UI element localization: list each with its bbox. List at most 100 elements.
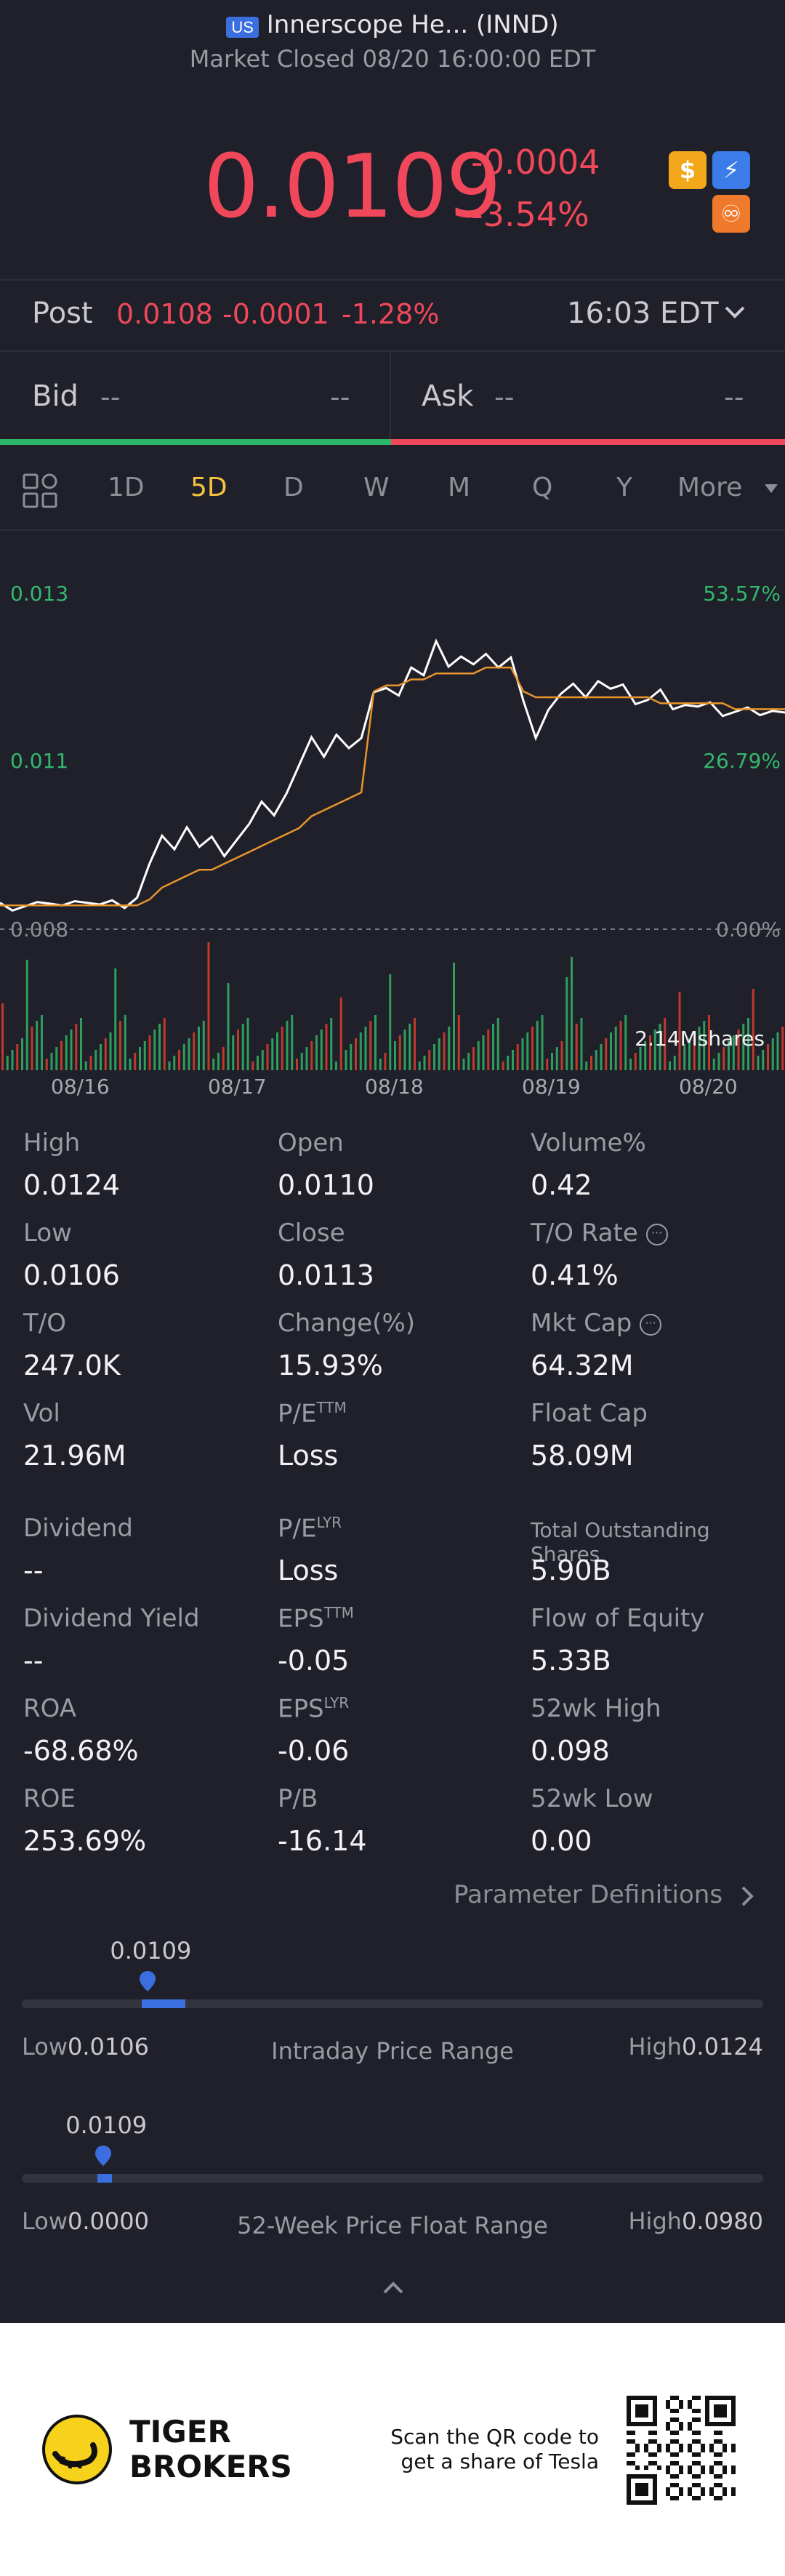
volume-bar [202, 1021, 205, 1070]
volume-bar [688, 1038, 691, 1070]
volume-bar [423, 1056, 426, 1070]
stat-label: Total Outstanding Shares [531, 1518, 710, 1566]
volume-bar [50, 1053, 53, 1070]
tab-w[interactable]: W [363, 473, 390, 502]
x-tick: 08/17 [208, 1075, 267, 1099]
lightning-icon[interactable]: ⚡ [712, 151, 750, 189]
volume-bar [600, 1044, 603, 1070]
volume-bar [36, 1021, 39, 1070]
stat-label: P/ETTM [278, 1399, 347, 1428]
volume-bar [673, 1056, 676, 1070]
volume-bar [359, 1032, 362, 1070]
volume-bar [521, 1038, 524, 1070]
stat-label: T/O Rate ··· [531, 1219, 668, 1248]
volume-bar [315, 1035, 318, 1070]
volume-bar [286, 1021, 289, 1070]
price-chart[interactable]: 0.013 0.011 0.008 53.57% 26.79% 0.00% 2.… [0, 531, 785, 1076]
dollar-icon[interactable]: $ [669, 151, 706, 189]
tab-5d[interactable]: 5D [190, 473, 228, 502]
volume-bar [487, 1030, 490, 1070]
stat-value: 0.42 [531, 1169, 592, 1201]
stock-title[interactable]: US Innerscope He... (INND) [0, 10, 785, 39]
info-icon[interactable]: ··· [645, 1223, 668, 1245]
intraday-high: High0.0124 [628, 2033, 763, 2061]
tab-m[interactable]: M [448, 473, 471, 502]
chevron-up-icon[interactable] [382, 2280, 404, 2295]
stat-label-text: EPS [278, 1694, 324, 1724]
volume-bar [516, 1044, 519, 1070]
volume-bar [241, 1024, 244, 1070]
grid-icon[interactable] [22, 473, 58, 509]
volume-bar [629, 1059, 632, 1070]
tab-q[interactable]: Q [532, 473, 553, 502]
stat-label: ROA [23, 1694, 77, 1723]
volume-bar [355, 1038, 357, 1070]
options-icon[interactable]: ♾ [712, 195, 750, 233]
parameter-definitions-link[interactable]: Parameter Definitions [454, 1880, 754, 1909]
tab-d[interactable]: D [283, 473, 304, 502]
last-price: 0.0109 [204, 137, 502, 238]
quote-header: US Innerscope He... (INND) Market Closed… [0, 0, 785, 280]
volume-bar [310, 1041, 313, 1070]
volume-bar [257, 1056, 259, 1070]
volume-bar [771, 1038, 774, 1070]
stat-label: Mkt Cap ··· [531, 1309, 662, 1338]
parameter-definitions-label: Parameter Definitions [454, 1880, 723, 1909]
stat-value: -0.05 [278, 1645, 350, 1677]
volume-bar [659, 1024, 661, 1070]
volume-bar [31, 1027, 33, 1070]
stat-label-sup: LYR [323, 1694, 350, 1712]
volume-bar [158, 1024, 161, 1070]
stat-value: 0.00 [531, 1825, 592, 1857]
volume-bar [571, 957, 573, 1070]
post-price: 0.0108 [116, 298, 213, 330]
tab-y[interactable]: Y [616, 473, 632, 502]
divider [0, 350, 785, 352]
tab-1d[interactable]: 1D [108, 473, 145, 502]
volume-bar [143, 1041, 146, 1070]
price-line [0, 638, 785, 912]
volume-bar [496, 1018, 499, 1070]
stat-value: -- [23, 1645, 44, 1677]
volume-bar [575, 1024, 578, 1070]
ask-label: Ask [422, 380, 474, 413]
stat-value: 58.09M [531, 1440, 634, 1472]
divider [390, 352, 391, 442]
y-left-tick: 0.008 [10, 918, 69, 942]
stat-label: Dividend Yield [23, 1604, 200, 1633]
stat-label: Float Cap [531, 1399, 648, 1428]
volume-label: 2.14Mshares [635, 1027, 765, 1051]
volume-bar [541, 1015, 544, 1070]
stat-value: 5.90B [531, 1554, 611, 1586]
chevron-down-icon[interactable] [724, 305, 746, 320]
volume-bar [237, 1030, 239, 1070]
stat-value: -16.14 [278, 1825, 367, 1857]
stat-value: Loss [278, 1440, 339, 1472]
volume-bar [394, 1041, 396, 1070]
volume-bar [732, 1035, 735, 1070]
brand-name: TIGER BROKERS [129, 2415, 292, 2484]
volume-bar [369, 1021, 372, 1070]
stat-value: 0.0124 [23, 1169, 120, 1201]
chevron-right-icon [741, 1886, 754, 1906]
info-icon[interactable]: ··· [640, 1313, 662, 1336]
volume-bar [472, 1047, 475, 1070]
volume-bar [6, 1056, 9, 1070]
week52-current-value: 0.0109 [65, 2111, 148, 2139]
volume-bar [389, 974, 392, 1070]
volume-bar [438, 1038, 440, 1070]
volume-bar [678, 992, 681, 1070]
location-pin-icon [95, 2146, 112, 2166]
volume-bars [1, 942, 784, 1070]
stat-value: -- [23, 1554, 44, 1586]
volume-bar [134, 1053, 137, 1070]
tab-more[interactable]: More [677, 473, 743, 502]
bid-bar [0, 439, 391, 445]
volume-bar [227, 983, 230, 1070]
stat-value: -68.68% [23, 1735, 139, 1767]
volume-bar [163, 1018, 166, 1070]
volume-bar [129, 1059, 132, 1070]
volume-bar [526, 1032, 529, 1070]
caret-down-icon[interactable] [763, 483, 779, 494]
scan-line2: get a share of Tesla [400, 2449, 599, 2473]
